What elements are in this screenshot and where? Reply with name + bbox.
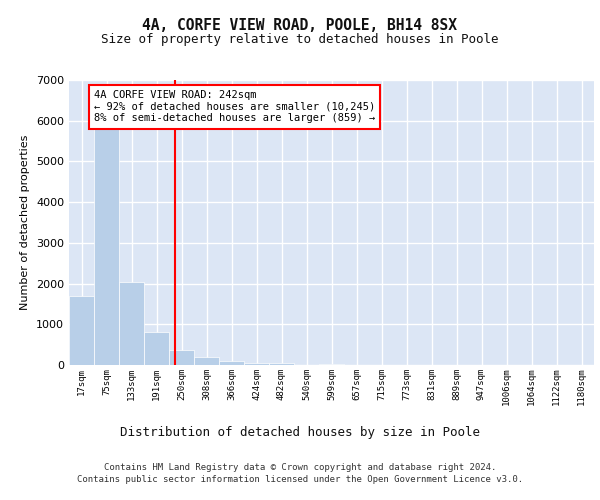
Bar — [319, 364, 344, 365]
Text: Size of property relative to detached houses in Poole: Size of property relative to detached ho… — [101, 32, 499, 46]
Bar — [94, 129, 119, 365]
Bar — [144, 332, 169, 365]
Bar — [119, 282, 144, 365]
Bar — [194, 357, 219, 365]
Bar — [219, 362, 244, 365]
Bar — [244, 362, 269, 365]
Bar — [69, 296, 94, 365]
Bar — [269, 364, 294, 365]
Y-axis label: Number of detached properties: Number of detached properties — [20, 135, 31, 310]
Text: Contains HM Land Registry data © Crown copyright and database right 2024.: Contains HM Land Registry data © Crown c… — [104, 463, 496, 472]
Text: 4A CORFE VIEW ROAD: 242sqm
← 92% of detached houses are smaller (10,245)
8% of s: 4A CORFE VIEW ROAD: 242sqm ← 92% of deta… — [94, 90, 375, 124]
Bar — [169, 350, 194, 365]
Text: 4A, CORFE VIEW ROAD, POOLE, BH14 8SX: 4A, CORFE VIEW ROAD, POOLE, BH14 8SX — [143, 18, 458, 32]
Text: Contains public sector information licensed under the Open Government Licence v3: Contains public sector information licen… — [77, 476, 523, 484]
Text: Distribution of detached houses by size in Poole: Distribution of detached houses by size … — [120, 426, 480, 439]
